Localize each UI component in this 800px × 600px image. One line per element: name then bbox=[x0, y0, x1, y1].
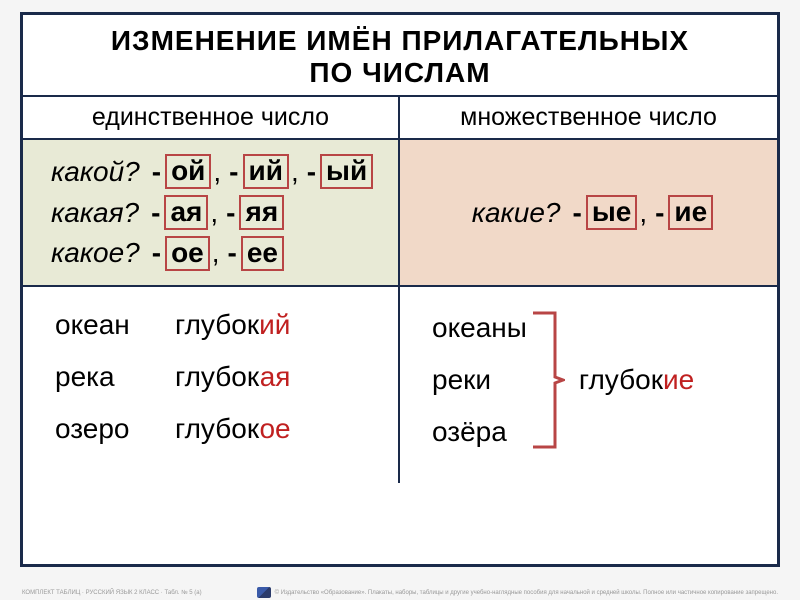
ending-box: ий bbox=[243, 154, 289, 189]
plural-adjective: глубокие bbox=[579, 364, 694, 396]
ending-box: ой bbox=[165, 154, 211, 189]
adj-root: глубок bbox=[175, 309, 259, 340]
dash: - bbox=[151, 197, 160, 229]
example-noun: река bbox=[55, 361, 175, 393]
ending-box: ый bbox=[320, 154, 373, 189]
ending-line: какое? -ое, -ее bbox=[51, 236, 375, 271]
poster-frame: ИЗМЕНЕНИЕ ИМЁН ПРИЛАГАТЕЛЬНЫХ ПО ЧИСЛАМ … bbox=[20, 12, 780, 567]
ending-box: ые bbox=[586, 195, 637, 230]
title-line-1: ИЗМЕНЕНИЕ ИМЁН ПРИЛАГАТЕЛЬНЫХ bbox=[111, 25, 689, 56]
bracket-icon bbox=[531, 309, 565, 451]
adj-suffix: ий bbox=[259, 309, 290, 340]
example-adjective: глубокое bbox=[175, 413, 291, 445]
adj-suffix: ие bbox=[663, 364, 694, 395]
adj-root: глубок bbox=[175, 361, 260, 392]
singular-endings-cell: какой? -ой, -ий, -ыйкакая? -ая, -яякакое… bbox=[23, 140, 400, 284]
title-line-2: ПО ЧИСЛАМ bbox=[309, 57, 490, 88]
examples-row: океанглубокийрекаглубокаяозероглубокое о… bbox=[23, 287, 777, 483]
dash: - bbox=[152, 156, 161, 188]
example-line: озероглубокое bbox=[55, 413, 380, 445]
dash: - bbox=[307, 156, 316, 188]
endings-row: какой? -ой, -ий, -ыйкакая? -ая, -яякакое… bbox=[23, 140, 777, 286]
example-noun: океан bbox=[55, 309, 175, 341]
adj-suffix: ое bbox=[259, 413, 290, 444]
question-word: какая? bbox=[51, 197, 139, 229]
ending-box: ие bbox=[668, 195, 713, 230]
adj-suffix: ая bbox=[260, 361, 291, 392]
ending-box: ое bbox=[165, 236, 210, 271]
example-noun: озеро bbox=[55, 413, 175, 445]
header-plural: множественное число bbox=[400, 97, 777, 138]
comma: , bbox=[210, 197, 218, 229]
question-word: какие? bbox=[472, 197, 561, 229]
plural-endings-cell: какие?-ые, -ие bbox=[400, 140, 777, 284]
question-word: какой? bbox=[51, 156, 140, 188]
ending-box: яя bbox=[239, 195, 284, 230]
adj-root: глубок bbox=[175, 413, 259, 444]
dash: - bbox=[152, 237, 161, 269]
example-adjective: глубокий bbox=[175, 309, 290, 341]
plural-examples: океаны реки озёра глубокие bbox=[400, 287, 777, 483]
example-adjective: глубокая bbox=[175, 361, 290, 393]
question-word: какое? bbox=[51, 237, 140, 269]
singular-examples: океанглубокийрекаглубокаяозероглубокое bbox=[23, 287, 400, 483]
publisher-logo-icon bbox=[257, 587, 271, 598]
dash: - bbox=[655, 197, 664, 229]
example-line: рекаглубокая bbox=[55, 361, 380, 393]
plural-noun: озёра bbox=[432, 416, 527, 448]
footer-right: © Издательство «Образование». Плакаты, н… bbox=[275, 590, 778, 596]
footer-left: КОМПЛЕКТ ТАБЛИЦ · РУССКИЙ ЯЗЫК 2 КЛАСС ·… bbox=[22, 590, 202, 596]
ending-line: какая? -ая, -яя bbox=[51, 195, 375, 230]
comma: , bbox=[212, 237, 220, 269]
dash: - bbox=[573, 197, 582, 229]
plural-ending-line: какие?-ые, -ие bbox=[472, 195, 715, 230]
comma: , bbox=[213, 156, 221, 188]
poster-title: ИЗМЕНЕНИЕ ИМЁН ПРИЛАГАТЕЛЬНЫХ ПО ЧИСЛАМ bbox=[23, 15, 777, 97]
ending-box: ее bbox=[241, 236, 284, 271]
ending-box: ая bbox=[164, 195, 208, 230]
dash: - bbox=[226, 197, 235, 229]
header-singular: единственное число bbox=[23, 97, 400, 138]
adj-root: глубок bbox=[579, 364, 663, 395]
comma: , bbox=[639, 197, 647, 229]
plural-noun: океаны bbox=[432, 312, 527, 344]
dash: - bbox=[228, 237, 237, 269]
ending-line: какой? -ой, -ий, -ый bbox=[51, 154, 375, 189]
footer: КОМПЛЕКТ ТАБЛИЦ · РУССКИЙ ЯЗЫК 2 КЛАСС ·… bbox=[22, 587, 778, 598]
example-line: океанглубокий bbox=[55, 309, 380, 341]
plural-noun: реки bbox=[432, 364, 527, 396]
comma: , bbox=[291, 156, 299, 188]
column-headers: единственное число множественное число bbox=[23, 97, 777, 140]
dash: - bbox=[229, 156, 238, 188]
